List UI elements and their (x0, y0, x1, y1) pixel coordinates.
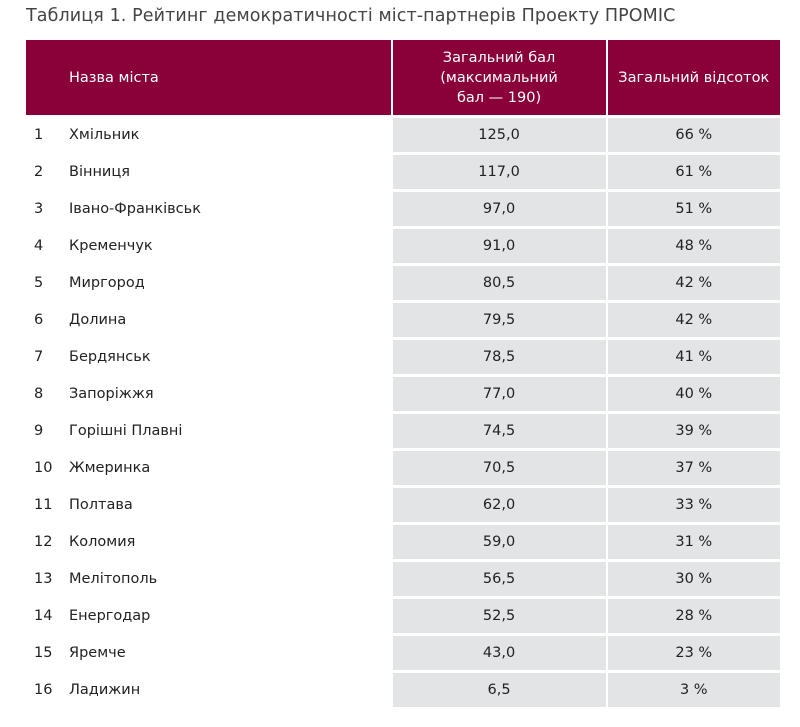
city-name: Енергодар (64, 596, 392, 635)
row-number: 13 (26, 559, 64, 598)
table-row: 8 Запоріжжя 77,0 40 % (26, 374, 780, 413)
percent-cell: 28 % (605, 596, 780, 635)
percent-cell: 3 % (605, 670, 780, 707)
city-name: Бердянськ (64, 337, 392, 376)
row-number: 11 (26, 485, 64, 524)
header-city: Назва міста (26, 40, 392, 117)
percent-cell: 31 % (605, 522, 780, 561)
city-name: Вінниця (64, 152, 392, 191)
percent-cell: 48 % (605, 226, 780, 265)
score-cell: 91,0 (390, 226, 607, 265)
score-cell: 6,5 (390, 670, 607, 707)
table-title: Таблиця 1. Рейтинг демократичності міст-… (26, 6, 676, 26)
city-name: Запоріжжя (64, 374, 392, 413)
row-number: 9 (26, 411, 64, 450)
percent-cell: 61 % (605, 152, 780, 191)
city-name: Мелітополь (64, 559, 392, 598)
row-number: 10 (26, 448, 64, 487)
city-name: Долина (64, 300, 392, 339)
table-row: 10 Жмеринка 70,5 37 % (26, 448, 780, 487)
header-percent: Загальний відсоток (606, 40, 780, 117)
score-cell: 125,0 (390, 115, 607, 154)
table-row: 6 Долина 79,5 42 % (26, 300, 780, 339)
table-row: 11 Полтава 62,0 33 % (26, 485, 780, 524)
table-row: 9 Горішні Плавні 74,5 39 % (26, 411, 780, 450)
city-name: Івано-Франківськ (64, 189, 392, 228)
table-row: 13 Мелітополь 56,5 30 % (26, 559, 780, 598)
table-row: 16 Ладижин 6,5 3 % (26, 670, 780, 707)
percent-cell: 37 % (605, 448, 780, 487)
table-row: 2 Вінниця 117,0 61 % (26, 152, 780, 191)
percent-cell: 30 % (605, 559, 780, 598)
row-number: 16 (26, 670, 64, 707)
table-row: 3 Івано-Франківськ 97,0 51 % (26, 189, 780, 228)
row-number: 15 (26, 633, 64, 672)
row-number: 14 (26, 596, 64, 635)
percent-cell: 66 % (605, 115, 780, 154)
percent-cell: 33 % (605, 485, 780, 524)
city-name: Кременчук (64, 226, 392, 265)
score-cell: 117,0 (390, 152, 607, 191)
score-cell: 79,5 (390, 300, 607, 339)
table-row: 14 Енергодар 52,5 28 % (26, 596, 780, 635)
score-cell: 97,0 (390, 189, 607, 228)
score-cell: 43,0 (390, 633, 607, 672)
score-cell: 74,5 (390, 411, 607, 450)
city-name: Хмільник (64, 115, 392, 154)
score-cell: 77,0 (390, 374, 607, 413)
city-name: Полтава (64, 485, 392, 524)
table-row: 4 Кременчук 91,0 48 % (26, 226, 780, 265)
score-cell: 70,5 (390, 448, 607, 487)
table-row: 1 Хмільник 125,0 66 % (26, 115, 780, 154)
table-row: 7 Бердянськ 78,5 41 % (26, 337, 780, 376)
header-score-line: Загальний бал (442, 49, 556, 66)
table-row: 5 Миргород 80,5 42 % (26, 263, 780, 302)
header-score-line: (максимальний (440, 69, 558, 86)
percent-cell: 42 % (605, 263, 780, 302)
score-cell: 59,0 (390, 522, 607, 561)
row-number: 2 (26, 152, 64, 191)
rating-table: Назва міста Загальний бал (максимальний … (26, 40, 780, 707)
city-name: Ладижин (64, 670, 392, 707)
row-number: 4 (26, 226, 64, 265)
table-row: 12 Коломия 59,0 31 % (26, 522, 780, 561)
score-cell: 78,5 (390, 337, 607, 376)
percent-cell: 39 % (605, 411, 780, 450)
percent-cell: 51 % (605, 189, 780, 228)
table-row: 15 Яремче 43,0 23 % (26, 633, 780, 672)
city-name: Коломия (64, 522, 392, 561)
percent-cell: 42 % (605, 300, 780, 339)
row-number: 7 (26, 337, 64, 376)
percent-cell: 40 % (605, 374, 780, 413)
row-number: 12 (26, 522, 64, 561)
row-number: 1 (26, 115, 64, 154)
city-name: Миргород (64, 263, 392, 302)
row-number: 8 (26, 374, 64, 413)
percent-cell: 41 % (605, 337, 780, 376)
table-header-row: Назва міста Загальний бал (максимальний … (26, 40, 780, 117)
score-cell: 52,5 (390, 596, 607, 635)
city-name: Яремче (64, 633, 392, 672)
header-score: Загальний бал (максимальний бал — 190) (390, 40, 608, 117)
score-cell: 62,0 (390, 485, 607, 524)
city-name: Жмеринка (64, 448, 392, 487)
header-score-line: бал — 190) (456, 89, 542, 106)
score-cell: 80,5 (390, 263, 607, 302)
city-name: Горішні Плавні (64, 411, 392, 450)
row-number: 3 (26, 189, 64, 228)
score-cell: 56,5 (390, 559, 607, 598)
row-number: 5 (26, 263, 64, 302)
percent-cell: 23 % (605, 633, 780, 672)
row-number: 6 (26, 300, 64, 339)
